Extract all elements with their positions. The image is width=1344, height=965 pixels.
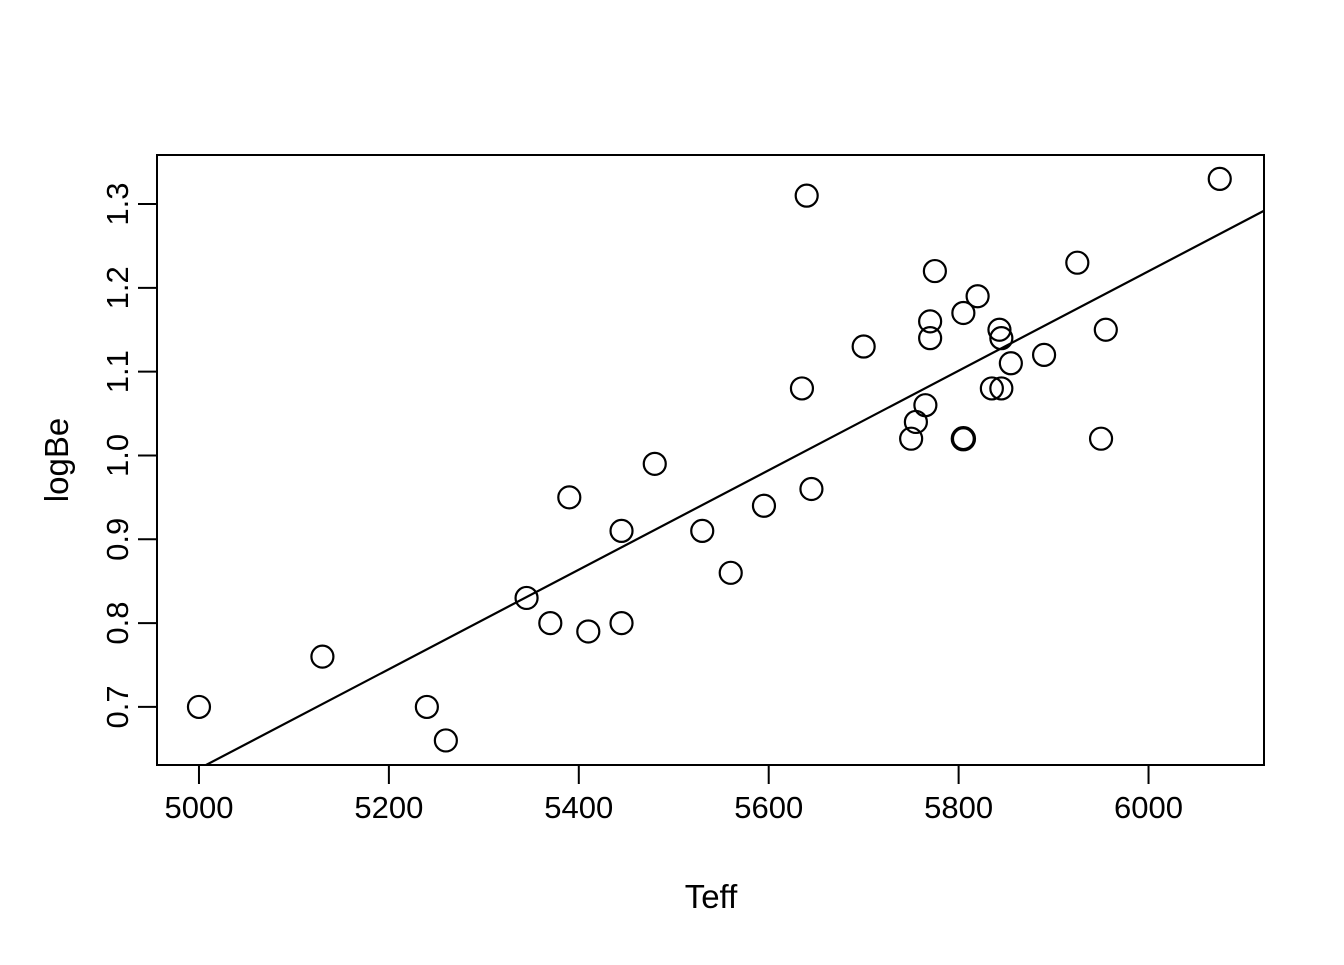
y-tick-label: 0.8 [100,602,135,645]
data-point [794,183,819,208]
y-axis-title: logBe [38,418,75,502]
data-point [989,326,1014,351]
y-tick-label: 1.2 [100,266,135,309]
data-point [1065,250,1090,275]
data-point [433,728,458,753]
data-point [1093,317,1118,342]
x-axis-title: Teff [685,878,738,915]
data-point [951,300,976,326]
data-point [1031,342,1057,367]
data-point [918,326,943,351]
x-tick-label: 5000 [164,790,233,825]
x-axis-tick-labels: 5000 5200 5400 5600 5800 6000 [164,790,1183,825]
x-tick-label: 5800 [924,790,993,825]
y-axis-tick-labels: 0.7 0.8 0.9 1.0 1.1 1.2 1.3 [100,182,135,728]
data-point [1088,426,1114,451]
data-point [609,611,634,636]
data-point [979,376,1004,401]
data-point [998,351,1023,376]
data-point [414,694,439,720]
regression-line-segment [205,209,1265,766]
x-tick-label: 5400 [544,790,613,825]
data-points [186,166,1232,753]
data-point [1207,166,1232,191]
data-point [913,393,938,418]
data-point [918,309,943,334]
data-point [538,611,563,636]
x-tick-label: 6000 [1114,790,1183,825]
y-tick-label: 1.0 [100,434,135,477]
y-tick-label: 1.1 [100,350,135,393]
data-point [609,518,634,544]
data-point [576,619,601,644]
data-point [642,451,667,476]
data-point [899,426,924,451]
data-point [965,284,990,309]
data-point [922,258,947,284]
data-point [186,694,212,720]
data-point [514,585,539,611]
x-axis-ticks [197,765,1150,784]
y-tick-label: 0.7 [100,685,135,728]
data-point [989,376,1014,401]
data-point [851,334,876,359]
data-point [950,426,977,452]
data-point [718,560,743,585]
x-tick-label: 5600 [734,790,803,825]
data-point [557,485,582,510]
y-tick-label: 0.9 [100,518,135,561]
data-point [310,644,335,669]
data-point [987,317,1012,342]
y-axis-ticks [138,203,157,708]
regression-line [205,209,1265,766]
x-tick-label: 5200 [354,790,423,825]
plot-box [156,154,1265,766]
data-point [690,518,715,544]
data-point [799,476,824,502]
y-tick-label: 1.3 [100,182,135,225]
data-point [789,376,815,401]
data-point [751,493,777,518]
